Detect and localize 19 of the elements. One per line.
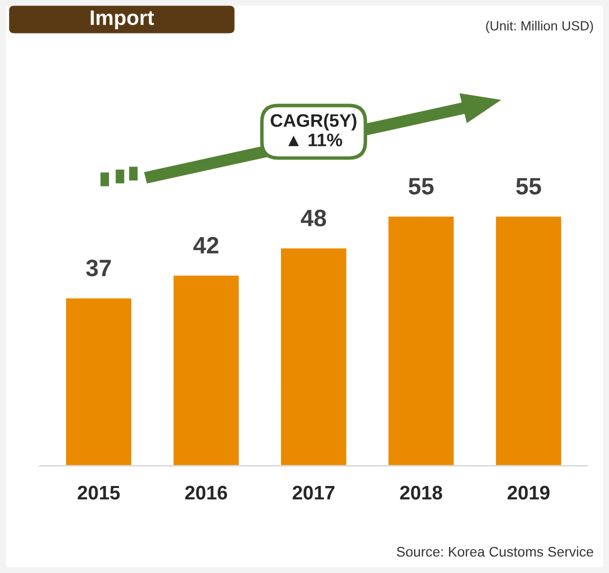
x-tick-label: 2016 <box>185 486 228 500</box>
data-label: 55 <box>408 178 434 195</box>
data-label: 55 <box>516 178 542 195</box>
text: CAGR(5Y) ▲ 11% <box>270 114 356 146</box>
data-label: 37 <box>86 260 111 276</box>
x-tick-label: 2018 <box>400 486 442 500</box>
bar <box>280 247 348 466</box>
bar <box>494 215 563 466</box>
bar <box>387 215 456 466</box>
data-label: 42 <box>193 236 218 254</box>
data-label: 48 <box>300 210 326 226</box>
bar <box>64 297 133 466</box>
source-note: Source: Korea Customs Service <box>396 546 594 557</box>
text: (Unit: Million USD) <box>486 20 593 34</box>
x-tick-label: 2015 <box>78 486 120 500</box>
bar <box>172 274 240 466</box>
x-tick-label: 2019 <box>508 486 550 500</box>
chart-title: Import <box>90 10 154 30</box>
x-tick-label: 2017 <box>292 486 334 500</box>
